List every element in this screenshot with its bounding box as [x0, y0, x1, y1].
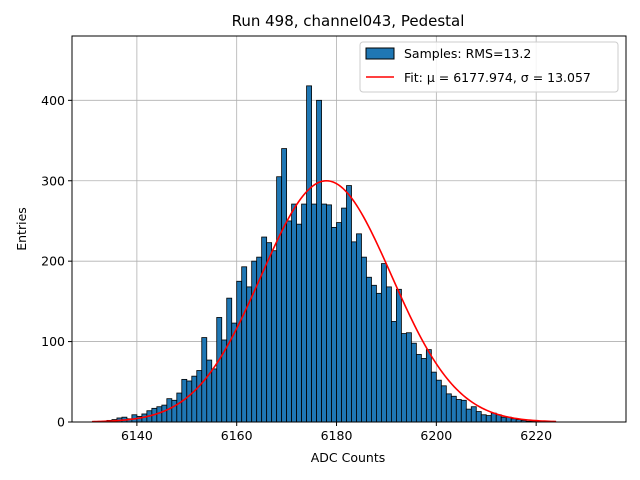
histogram-bar	[336, 222, 342, 423]
histogram-bar	[341, 207, 347, 423]
histogram-bar	[480, 414, 487, 423]
histogram-bar	[391, 321, 397, 423]
y-tick-label: 0	[57, 415, 65, 430]
histogram-bar	[381, 263, 387, 423]
histogram-bar	[311, 203, 317, 423]
histogram-bar	[346, 185, 352, 423]
histogram-bar	[356, 233, 362, 423]
histogram-bar	[291, 203, 297, 423]
x-axis-label: ADC Counts	[311, 450, 386, 465]
histogram-bar	[500, 416, 507, 423]
histogram-bar	[211, 368, 218, 423]
histogram-bar	[410, 342, 417, 423]
histogram-bar	[251, 260, 258, 423]
histogram-bar	[425, 349, 432, 423]
legend-label-fit: Fit: μ = 6177.974, σ = 13.057	[404, 70, 591, 85]
legend: Samples: RMS=13.2 Fit: μ = 6177.974, σ =…	[359, 41, 619, 93]
histogram-bar	[296, 223, 302, 423]
histogram-bar	[196, 370, 203, 423]
histogram-bar	[415, 354, 422, 423]
histogram-bar	[321, 203, 327, 423]
histogram-bar	[331, 226, 337, 423]
histogram-bar	[226, 297, 233, 423]
histogram-bar	[460, 399, 467, 423]
legend-swatch-samples	[365, 47, 395, 60]
histogram-bar	[316, 99, 322, 423]
x-tick-label: 6140	[121, 428, 153, 443]
legend-box	[359, 41, 619, 93]
plot-frame	[71, 35, 627, 423]
x-tick-label: 6200	[420, 428, 452, 443]
histogram-bar	[186, 380, 193, 423]
histogram-bar	[306, 85, 312, 423]
histogram-bar	[351, 241, 357, 423]
x-tick-label: 6180	[321, 428, 353, 443]
histogram-bar	[361, 256, 367, 423]
histogram-bar	[286, 220, 293, 423]
histogram-bar	[386, 286, 392, 423]
histogram-bar	[236, 280, 243, 423]
histogram-bar	[281, 148, 288, 423]
y-axis-label: Entries	[14, 207, 29, 251]
histogram-bar	[266, 242, 273, 423]
histogram-bar	[161, 404, 168, 423]
fit-curve	[91, 179, 557, 423]
histogram-bar	[216, 317, 223, 423]
histogram-bar	[450, 395, 457, 423]
x-axis-ticks: 6140 6160 6180 6200 6220	[121, 422, 552, 443]
y-tick-label: 400	[41, 93, 65, 108]
histogram-bar	[405, 332, 412, 423]
histogram-bar	[455, 399, 462, 423]
histogram-bar	[440, 385, 447, 423]
histogram-bar	[376, 292, 382, 423]
histogram-bar	[435, 379, 442, 423]
histogram-bar	[176, 392, 183, 423]
histogram-bar	[485, 415, 492, 423]
y-tick-label: 100	[41, 334, 65, 349]
histogram-bar	[276, 176, 283, 423]
x-tick-label: 6160	[221, 428, 253, 443]
histogram-bar	[470, 406, 477, 423]
histogram-bar	[465, 408, 472, 423]
histogram-bar	[241, 266, 248, 423]
histogram-bar	[475, 411, 482, 423]
histogram-bar	[366, 276, 372, 423]
histogram-bar	[271, 250, 278, 423]
histogram-bar	[445, 393, 452, 423]
histogram-bar	[420, 358, 427, 423]
legend-label-samples: Samples: RMS=13.2	[404, 46, 531, 61]
histogram-bar	[171, 399, 178, 423]
histogram-bar	[206, 359, 213, 423]
histogram-bar	[401, 333, 407, 423]
y-tick-label: 200	[41, 254, 65, 269]
y-axis-ticks: 0 100 200 300 400	[41, 93, 72, 430]
histogram-bar	[326, 204, 332, 423]
y-tick-label: 300	[41, 173, 65, 188]
histogram-bar	[430, 371, 437, 423]
histogram-bar	[301, 203, 307, 423]
histogram-bar	[191, 375, 198, 423]
x-tick-label: 6220	[520, 428, 552, 443]
chart-title: Run 498, channel043, Pedestal	[232, 12, 465, 30]
histogram-bar	[396, 288, 402, 423]
histogram-bar	[371, 284, 377, 423]
